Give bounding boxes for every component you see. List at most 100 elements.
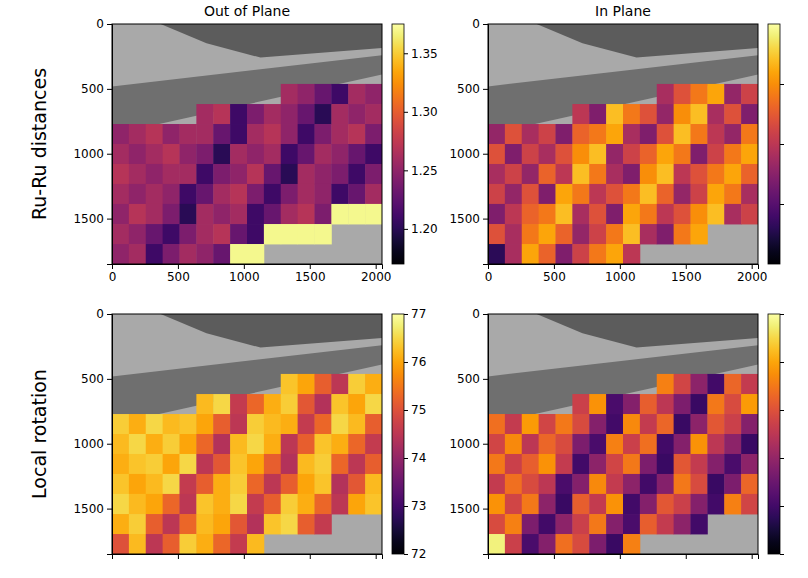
tick-label: 0 (472, 17, 480, 31)
heatmap-cell (230, 414, 247, 434)
heatmap-cell (741, 204, 758, 225)
heatmap-cell (348, 164, 365, 184)
heatmap-cell (488, 144, 505, 164)
heatmap-cell (247, 144, 264, 164)
heatmap-cell (623, 514, 640, 534)
figure: 0500100015002000050010001500Out of Plane… (0, 0, 808, 578)
heatmap-cell (640, 414, 657, 434)
heatmap-cell (522, 184, 539, 204)
heatmap-cell (264, 124, 281, 144)
tick-label: 1.25 (411, 164, 438, 178)
background-dark (537, 24, 758, 58)
background-image (112, 314, 382, 554)
tick (376, 554, 377, 559)
heatmap-cell (556, 244, 573, 264)
heatmap-cell (539, 164, 556, 184)
heatmap-cell (572, 414, 589, 434)
heatmap-cell (230, 144, 247, 164)
heatmap-cell (298, 84, 315, 105)
heatmap-cell (281, 414, 298, 434)
heatmap-cell (213, 204, 230, 225)
heatmap-cell (196, 224, 213, 244)
heatmap-cell (213, 224, 230, 244)
heatmap-cell (163, 204, 180, 225)
heatmap-cell (606, 394, 623, 414)
colorbar-axis: 1.201.251.301.35 (404, 25, 438, 265)
heatmap-cell (556, 414, 573, 434)
heatmap-cell (674, 374, 691, 395)
heatmap-cell (331, 414, 348, 434)
heatmap-cell (213, 184, 230, 204)
x-axis (113, 554, 383, 559)
heatmap-cell (196, 394, 213, 414)
heatmap-cell (348, 454, 365, 474)
tick-mark (686, 554, 687, 559)
heatmap-cell (348, 204, 365, 225)
tick-label: 2000 (361, 270, 392, 284)
heatmap-cell (572, 434, 589, 454)
heatmap-cell (539, 204, 556, 225)
tick-mark (780, 314, 784, 315)
axis-line (781, 315, 785, 555)
heatmap-cell (488, 414, 505, 434)
heatmap-cell (264, 204, 281, 225)
heatmap-cell (522, 224, 539, 244)
heatmap-cell (657, 224, 674, 244)
plot-frame (488, 314, 758, 554)
heatmap-cell (230, 204, 247, 225)
heatmap-cell (129, 534, 146, 554)
heatmap-cell (230, 514, 247, 534)
heatmap-cell (623, 204, 640, 225)
heatmap-cell (146, 454, 163, 474)
tick-label: 0 (96, 17, 104, 31)
background-band (488, 345, 758, 424)
tick-mark (376, 264, 377, 269)
heatmap-cell (657, 144, 674, 164)
heatmap-cell (724, 474, 741, 494)
heatmap-cell (196, 494, 213, 515)
tick-mark (404, 314, 408, 315)
heatmap-cell (196, 434, 213, 454)
heatmap-cell (674, 514, 691, 534)
x-axis (489, 554, 759, 559)
tick-mark (178, 264, 179, 269)
heatmap-cell (691, 494, 708, 515)
tick-label: 500 (81, 372, 104, 386)
heatmap-cell (539, 434, 556, 454)
heatmap-cell (640, 224, 657, 244)
heatmap-cell (196, 104, 213, 124)
heatmap-cell (129, 204, 146, 225)
heatmap-cell (281, 394, 298, 414)
heatmap-cell (572, 124, 589, 144)
tick-mark (404, 362, 408, 363)
heatmap-cell (691, 164, 708, 184)
tick-label: 2000 (737, 270, 768, 284)
heatmap-cell (264, 514, 281, 534)
heatmap-cell (556, 514, 573, 534)
tick-mark (244, 554, 245, 559)
heatmap-cell (724, 434, 741, 454)
heatmap-cell (724, 104, 741, 124)
heatmap-cell (129, 144, 146, 164)
tick-mark (780, 362, 784, 363)
colorbar-gradient (768, 24, 780, 264)
tick (686, 554, 687, 559)
tick-mark (780, 410, 784, 411)
heatmap-cell (112, 474, 129, 494)
heatmap-cell (315, 454, 332, 474)
heatmap-cell (230, 534, 247, 554)
heatmap-cell (298, 224, 315, 244)
heatmap-cell (488, 184, 505, 204)
tick-mark (483, 509, 488, 510)
heatmap-cell (281, 494, 298, 515)
heatmap-cell (674, 474, 691, 494)
heatmap-cell (281, 374, 298, 395)
tick: 500 (457, 82, 488, 96)
heatmap-cell (623, 474, 640, 494)
heatmap-cell (556, 534, 573, 554)
heatmap-cell (281, 474, 298, 494)
background (112, 314, 382, 554)
heatmap-cell (112, 144, 129, 164)
heatmap-cell (365, 124, 382, 144)
panel: 050010001500Local rotation727374757677 (28, 307, 426, 561)
